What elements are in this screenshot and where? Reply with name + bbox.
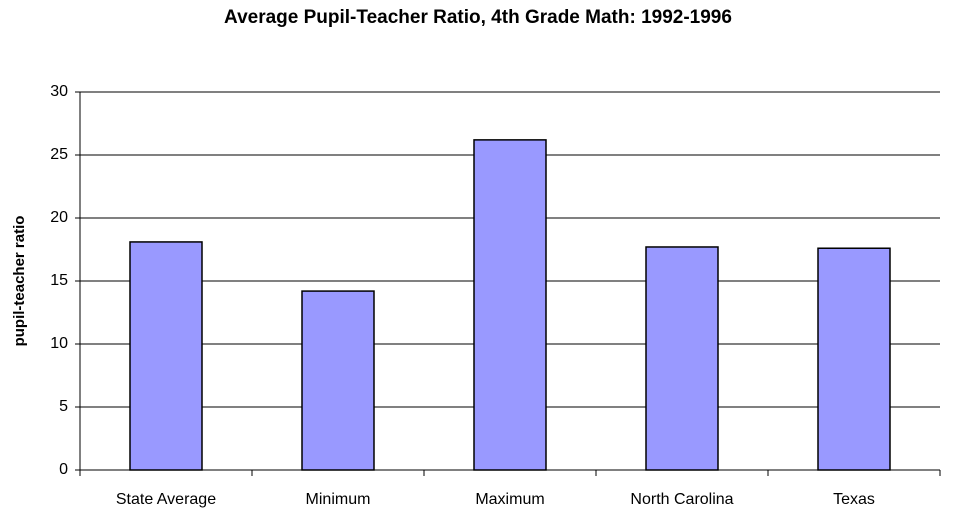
x-tick-label: Maximum	[475, 491, 544, 508]
y-tick-label: 25	[50, 146, 68, 163]
y-tick-label: 15	[50, 272, 68, 289]
x-tick-label: North Carolina	[630, 491, 733, 508]
y-tick-label: 30	[50, 83, 68, 100]
x-tick-label: Texas	[833, 491, 875, 508]
x-tick-label: Minimum	[306, 491, 371, 508]
chart-title: Average Pupil-Teacher Ratio, 4th Grade M…	[224, 7, 732, 28]
y-tick-label: 10	[50, 335, 68, 352]
y-tick-label: 5	[59, 398, 68, 415]
y-tick-label: 0	[59, 461, 68, 478]
x-tick-label: State Average	[116, 491, 216, 508]
y-tick-label: 20	[50, 209, 68, 226]
bar	[301, 290, 375, 471]
y-axis-label: pupil-teacher ratio	[11, 216, 28, 347]
bar	[129, 241, 203, 471]
bar	[817, 247, 891, 471]
bar	[473, 139, 547, 471]
bar	[645, 246, 719, 471]
